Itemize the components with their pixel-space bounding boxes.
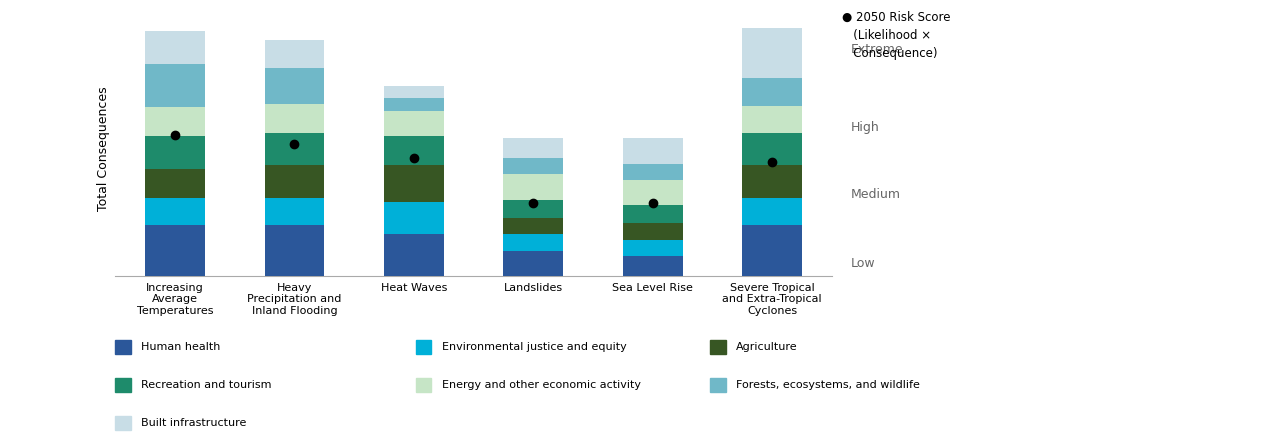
Bar bbox=[265, 40, 324, 68]
Bar bbox=[503, 138, 563, 158]
Bar bbox=[742, 105, 803, 133]
Bar bbox=[742, 78, 803, 105]
Bar bbox=[503, 174, 563, 200]
Bar bbox=[742, 225, 803, 276]
Bar bbox=[145, 198, 205, 225]
Bar bbox=[503, 251, 563, 276]
Bar bbox=[742, 28, 803, 78]
Bar bbox=[384, 98, 444, 111]
Bar bbox=[384, 202, 444, 234]
Text: Built infrastructure: Built infrastructure bbox=[141, 418, 246, 428]
Text: Energy and other economic activity: Energy and other economic activity bbox=[442, 380, 640, 390]
Bar bbox=[623, 205, 682, 223]
Bar bbox=[384, 111, 444, 136]
Bar bbox=[623, 223, 682, 240]
Bar bbox=[145, 169, 205, 198]
Bar bbox=[503, 234, 563, 251]
Bar bbox=[623, 164, 682, 180]
Text: Medium: Medium bbox=[851, 188, 901, 201]
Bar bbox=[623, 138, 682, 164]
Bar bbox=[623, 240, 682, 256]
Bar bbox=[265, 166, 324, 198]
Text: Environmental justice and equity: Environmental justice and equity bbox=[442, 342, 626, 352]
Bar bbox=[265, 133, 324, 166]
Bar bbox=[384, 166, 444, 202]
Bar bbox=[623, 256, 682, 276]
Bar bbox=[503, 200, 563, 218]
Bar bbox=[145, 225, 205, 276]
Bar bbox=[742, 198, 803, 225]
Text: High: High bbox=[851, 121, 879, 134]
Bar bbox=[503, 218, 563, 234]
Text: Extreme: Extreme bbox=[851, 43, 904, 56]
Bar bbox=[145, 31, 205, 64]
Bar bbox=[384, 85, 444, 98]
Text: Low: Low bbox=[851, 257, 876, 270]
Bar bbox=[742, 166, 803, 198]
Bar bbox=[145, 107, 205, 136]
Bar bbox=[145, 64, 205, 107]
Text: Human health: Human health bbox=[141, 342, 220, 352]
Bar bbox=[265, 225, 324, 276]
Bar bbox=[742, 133, 803, 166]
Bar bbox=[145, 136, 205, 169]
Bar bbox=[384, 234, 444, 276]
Text: Recreation and tourism: Recreation and tourism bbox=[141, 380, 271, 390]
Bar bbox=[623, 180, 682, 205]
Y-axis label: Total Consequences: Total Consequences bbox=[97, 87, 110, 211]
Text: Agriculture: Agriculture bbox=[736, 342, 797, 352]
Bar bbox=[503, 158, 563, 174]
Bar bbox=[265, 68, 324, 104]
Bar bbox=[265, 198, 324, 225]
Bar bbox=[265, 104, 324, 133]
Text: ● 2050 Risk Score
   (Likelihood ×
   Consequence): ● 2050 Risk Score (Likelihood × Conseque… bbox=[842, 11, 951, 60]
Bar bbox=[384, 136, 444, 166]
Text: Forests, ecosystems, and wildlife: Forests, ecosystems, and wildlife bbox=[736, 380, 920, 390]
